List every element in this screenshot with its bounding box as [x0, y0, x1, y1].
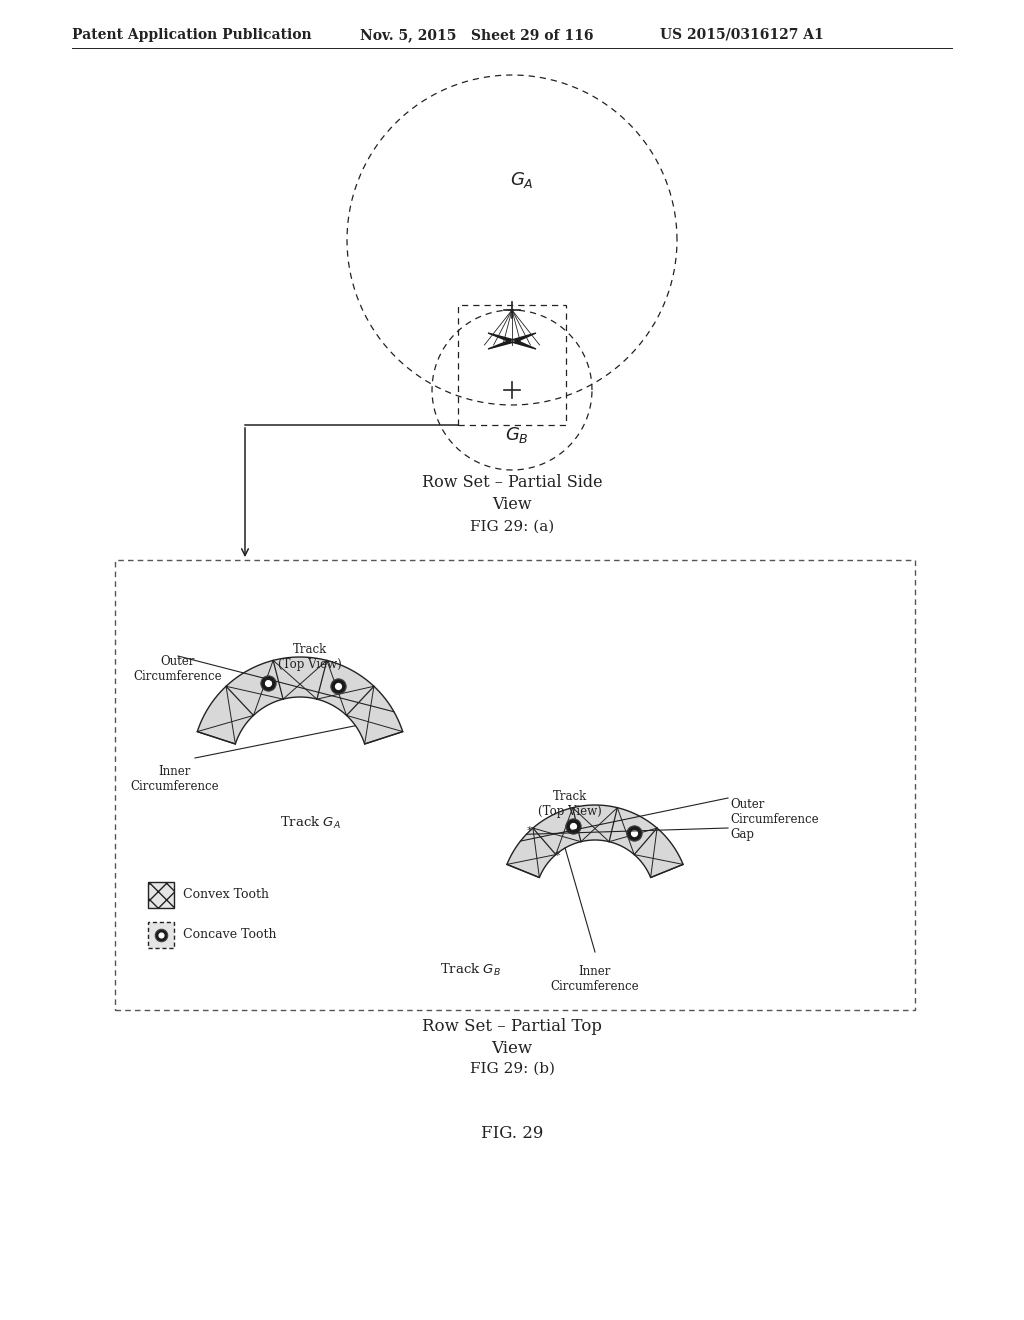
Bar: [115, 560, 915, 1010]
Text: FIG. 29: FIG. 29: [481, 1125, 543, 1142]
Text: Row Set – Partial Top
View: Row Set – Partial Top View: [422, 1018, 602, 1057]
Text: Patent Application Publication: Patent Application Publication: [72, 28, 311, 42]
Text: *: *: [526, 826, 532, 837]
Text: Nov. 5, 2015   Sheet 29 of 116: Nov. 5, 2015 Sheet 29 of 116: [360, 28, 594, 42]
Text: FIG 29: (a): FIG 29: (a): [470, 520, 554, 535]
Text: Outer
Circumference: Outer Circumference: [134, 655, 222, 682]
Polygon shape: [198, 657, 402, 744]
Polygon shape: [507, 805, 683, 878]
Text: Concave Tooth: Concave Tooth: [183, 928, 276, 941]
Text: US 2015/0316127 A1: US 2015/0316127 A1: [660, 28, 823, 42]
Text: Outer
Circumference: Outer Circumference: [730, 799, 818, 826]
Text: $G_A$: $G_A$: [510, 170, 534, 190]
Bar: [148, 921, 174, 948]
Polygon shape: [488, 333, 536, 341]
Text: Track
(Top View): Track (Top View): [539, 789, 602, 818]
Text: Convex Tooth: Convex Tooth: [183, 888, 269, 902]
Text: Row Set – Partial Side
View: Row Set – Partial Side View: [422, 474, 602, 513]
Bar: [458, 305, 566, 425]
Text: Track $G_A$: Track $G_A$: [280, 814, 340, 832]
Text: Gap: Gap: [730, 828, 754, 841]
Text: FIG 29: (b): FIG 29: (b): [469, 1063, 555, 1076]
Text: Track
(Top View): Track (Top View): [279, 643, 342, 671]
Text: Inner
Circumference: Inner Circumference: [551, 965, 639, 993]
Bar: [148, 882, 174, 908]
Polygon shape: [488, 341, 536, 348]
Text: Track $G_B$: Track $G_B$: [439, 962, 501, 978]
Text: $G_B$: $G_B$: [505, 425, 529, 445]
Text: *: *: [555, 850, 560, 861]
Text: Inner
Circumference: Inner Circumference: [131, 766, 219, 793]
